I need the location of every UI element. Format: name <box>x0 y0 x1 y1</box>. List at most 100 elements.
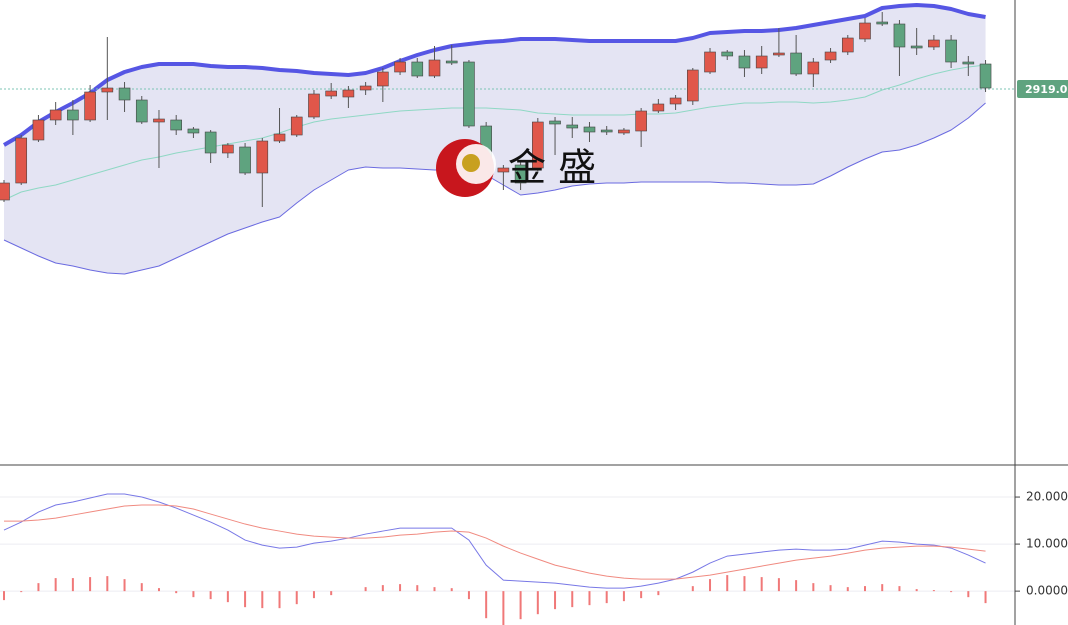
candle-body <box>910 45 923 49</box>
candle-body <box>859 22 871 40</box>
macd-bar <box>450 588 453 592</box>
macd-bar <box>278 591 281 609</box>
macd-bar <box>209 591 212 600</box>
macd-bar <box>106 576 109 592</box>
macd-bar <box>140 583 143 592</box>
candle-body <box>153 118 165 123</box>
macd-bar <box>192 591 195 598</box>
band-middle <box>3 64 986 201</box>
macd-bar <box>915 589 918 592</box>
watermark: 金 盛 <box>436 139 596 197</box>
price-panel: 2919.01 <box>0 3 1068 275</box>
candle-body <box>204 131 217 154</box>
macd-bar <box>3 591 5 601</box>
candle-body <box>256 140 269 174</box>
current-price-box <box>1017 79 1068 98</box>
macd-bar <box>157 588 160 592</box>
macd-bar <box>777 578 780 592</box>
candle-body <box>428 59 441 77</box>
band-fill <box>4 5 986 274</box>
macd-bar <box>640 591 643 599</box>
candle-body <box>394 61 406 73</box>
candle-body <box>445 60 458 64</box>
macd-bar <box>364 587 367 592</box>
candle-body <box>290 116 303 136</box>
macd-bar <box>519 591 522 620</box>
candle-body <box>841 37 854 53</box>
candle-body <box>84 91 96 121</box>
macd-bar <box>657 591 660 596</box>
candle-body <box>876 21 889 25</box>
candle-body <box>273 133 286 142</box>
macd-bar <box>502 591 505 625</box>
macd-bar <box>760 577 763 592</box>
candle-body <box>359 85 372 91</box>
macd-bar <box>554 591 557 610</box>
candle-body <box>600 129 613 133</box>
macd-bar <box>123 579 126 592</box>
macd-bar <box>20 591 23 593</box>
macd-bar <box>261 591 264 609</box>
candle-body <box>463 61 475 127</box>
macd-bar <box>812 583 815 592</box>
band-upper <box>2 3 986 147</box>
candle-body <box>962 61 975 65</box>
macd-bar <box>175 591 178 594</box>
macd-bar <box>829 585 832 592</box>
candle-body <box>566 124 579 129</box>
candle-body <box>669 97 682 105</box>
macd-bar <box>726 575 729 592</box>
candle-body <box>979 63 992 89</box>
candle-body <box>118 87 131 101</box>
candle-body <box>755 55 768 69</box>
candle-body <box>618 129 630 134</box>
macd-bar <box>864 586 866 592</box>
candle-body <box>652 103 665 112</box>
macd-bar <box>54 578 57 592</box>
candle-body <box>790 52 802 75</box>
y-tick-label: 0.0000 <box>1026 584 1068 598</box>
candle-body <box>532 121 544 169</box>
candle-body <box>101 87 114 93</box>
macd-bar <box>881 584 884 592</box>
watermark-text: 金 盛 <box>508 146 596 190</box>
macd-bar <box>588 591 591 606</box>
candle-body <box>377 71 389 87</box>
candle-body <box>0 182 10 201</box>
macd-bar <box>37 583 40 592</box>
candle-body <box>411 61 424 77</box>
macd-panel: 20.0000 10.0000 0.0000 <box>0 490 1068 625</box>
y-tick-label: 10.0000 <box>1026 537 1068 551</box>
current-price-label: 2919.01 <box>1025 83 1068 96</box>
candle-body <box>15 137 28 184</box>
candle-body <box>187 128 200 134</box>
macd-bar <box>467 591 470 600</box>
macd-bar <box>433 587 436 592</box>
logo-ball <box>462 154 480 172</box>
candle-body <box>945 39 957 63</box>
candle-body <box>342 89 355 98</box>
candle-body <box>497 167 510 173</box>
macd-bar <box>485 591 488 619</box>
candle-body <box>773 52 785 56</box>
candle-body <box>686 69 699 102</box>
candle-body <box>549 120 561 125</box>
macd-bar <box>571 591 574 608</box>
candle-body <box>239 146 251 174</box>
candle-body <box>325 90 337 97</box>
candle-body <box>721 51 734 57</box>
candle-body <box>893 23 906 48</box>
macd-bar <box>330 591 333 596</box>
candle-body <box>308 93 320 118</box>
macd-bar <box>536 591 539 615</box>
candle-body <box>824 51 837 61</box>
macd-bar <box>898 586 901 592</box>
macd-bar <box>89 577 92 592</box>
candle-body <box>704 51 716 73</box>
macd-bar <box>950 591 953 593</box>
band-lower <box>3 102 986 275</box>
macd-bar <box>295 591 298 605</box>
macd-bar <box>932 590 935 592</box>
